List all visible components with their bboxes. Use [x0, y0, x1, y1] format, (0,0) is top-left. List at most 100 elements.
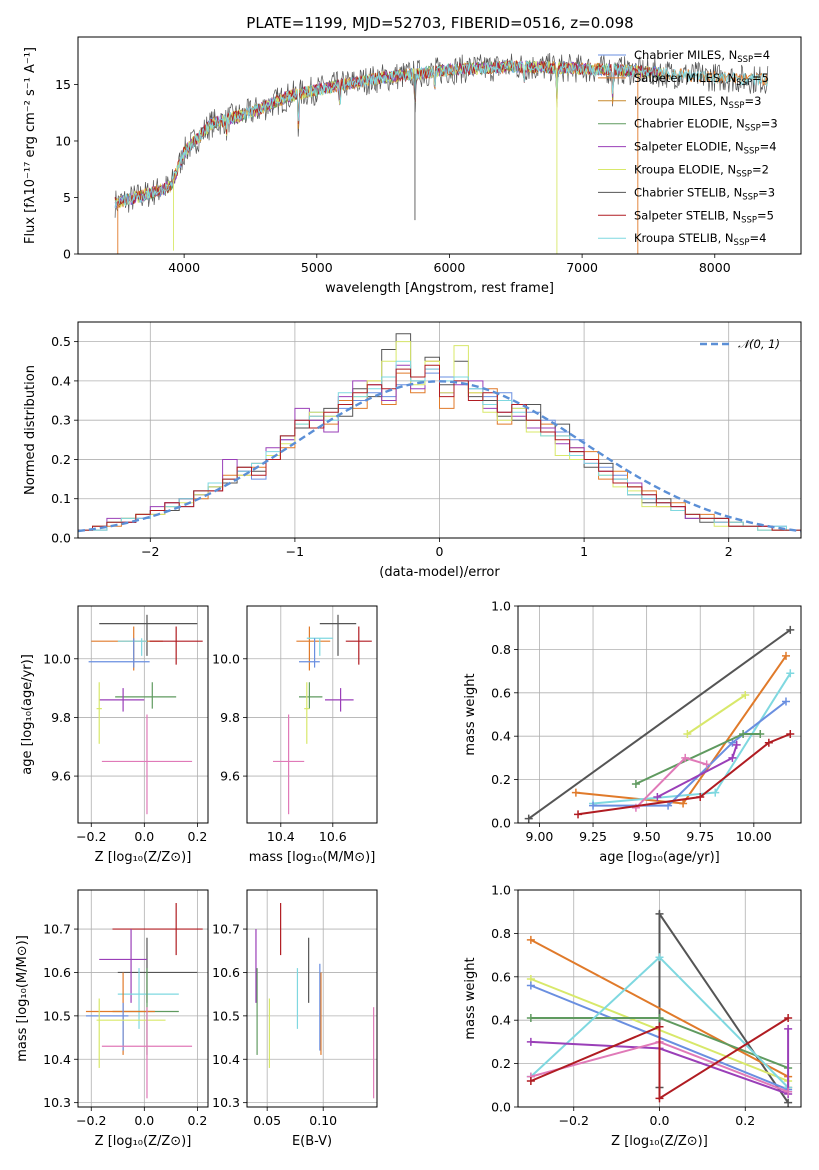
- weight-vs-age-panel: 9.00 9.25 9.50 9.75 10.00 0.0 0.2 0.4 0.6 0.8 1.0 a…: [463, 599, 802, 865]
- weight-point-marker: [784, 1087, 793, 1096]
- axes-frame: [246, 605, 378, 824]
- weight-point-marker: [728, 753, 737, 762]
- x-axis-label: (data-model)/error: [379, 565, 500, 580]
- weight-point-marker: [526, 1014, 535, 1023]
- x-tick-label: 10.4: [267, 829, 295, 844]
- legend-sub: SSP: [736, 170, 752, 180]
- spectrum-panel: 4000 5000 6000 7000 8000 0 5 10 15 wavelength [An…: [23, 36, 802, 296]
- y-tick-label: 1.0: [491, 599, 511, 614]
- x-tick-label: −0.2: [559, 1113, 589, 1128]
- errorbar-chabrier-miles: [85, 1002, 129, 1051]
- legend-suffix: =4: [749, 231, 766, 245]
- legend-sub: SSP: [734, 238, 750, 248]
- weight-line-path: [530, 1017, 789, 1101]
- legend-label: Salpeter MILES, N: [634, 71, 736, 85]
- grid-lines: [247, 606, 377, 823]
- weight-point-marker: [696, 792, 705, 801]
- y-tick-label: 10.0: [212, 651, 240, 666]
- grid-lines: [78, 890, 208, 1107]
- grid-lines: [247, 890, 377, 1107]
- errorbar-salpeter-stelib: [345, 626, 372, 665]
- y-tick-label: 0.0: [491, 816, 511, 831]
- weight-line-salpeter-stelib: [526, 1014, 793, 1103]
- x-axis-label: mass [log₁₀(M/M⊙)]: [249, 850, 376, 865]
- legend-suffix: =4: [760, 140, 777, 154]
- legend-label: Salpeter ELODIE, N: [634, 140, 744, 154]
- plot-area: [526, 909, 793, 1107]
- legend-entry: Chabrier STELIB, NSSP=3: [634, 185, 775, 202]
- normal-distribution-curve: [78, 380, 801, 533]
- weight-point-marker: [664, 801, 673, 810]
- weight-line-path: [686, 694, 746, 735]
- errorbar-chabrier-elodie: [115, 682, 177, 709]
- x-tick-label: 9.25: [579, 829, 607, 844]
- legend-sub: SSP: [736, 78, 752, 88]
- errorbar-pink: [273, 714, 305, 815]
- legend-sub: SSP: [745, 124, 761, 134]
- legend-suffix: =2: [752, 163, 769, 177]
- errorbar-salpeter-miles: [91, 626, 163, 671]
- weight-point-marker: [655, 909, 664, 918]
- legend-label: Salpeter STELIB, N: [634, 208, 741, 222]
- x-axis-label: Z [log₁₀(Z/Z⊙)]: [611, 1134, 708, 1149]
- legend-suffix: =3: [758, 185, 775, 199]
- weight-line-path: [528, 629, 791, 820]
- grid-lines: [518, 605, 801, 824]
- errorbar-kroupa-stelib: [306, 637, 333, 656]
- plot-area: [255, 903, 375, 1099]
- errorbar-chabrier-elodie: [299, 682, 323, 709]
- x-tick-label: −1: [286, 544, 304, 559]
- weight-line-salpeter-miles: [571, 651, 790, 808]
- x-tick-label: 10.6: [319, 829, 347, 844]
- y-tick-label: 0: [63, 247, 71, 262]
- weight-point-marker: [571, 788, 580, 797]
- y-tick-label: 0.2: [491, 1056, 511, 1071]
- x-tick-label: −0.2: [76, 829, 106, 844]
- age-vs-z-panel: −0.2 0.0 0.2 9.6 9.8 10.0 Z [log₁₀(Z/Z⊙)] age […: [20, 605, 209, 865]
- weight-point-marker: [786, 669, 795, 678]
- legend-label: Chabrier STELIB, N: [634, 185, 742, 199]
- y-tick-label: 0.4: [491, 729, 511, 744]
- y-tick-label: 10.0: [43, 651, 71, 666]
- weight-line-chabrier-stelib: [655, 909, 793, 1107]
- y-axis-label: mass weight: [463, 957, 478, 1039]
- axes-frame: [517, 889, 802, 1108]
- weight-point-marker: [679, 799, 688, 808]
- y-tick-label: 0.8: [491, 642, 511, 657]
- weight-point-marker: [711, 788, 720, 797]
- legend-entry: Salpeter ELODIE, NSSP=4: [634, 140, 777, 157]
- weight-point-marker: [655, 1094, 664, 1103]
- weight-point-marker: [781, 697, 790, 706]
- y-tick-label: 0.2: [51, 452, 71, 467]
- x-tick-label: 1: [580, 544, 588, 559]
- legend-entry: Salpeter MILES, NSSP=5: [634, 71, 769, 88]
- errorbar-kroupa-stelib: [117, 968, 179, 1029]
- x-tick-label: 0.2: [187, 1113, 207, 1128]
- axes-frame: [246, 889, 378, 1108]
- x-tick-label: 0.2: [187, 829, 207, 844]
- y-tick-label: 9.8: [220, 710, 240, 725]
- x-tick-label: 2: [725, 544, 733, 559]
- y-tick-label: 0.3: [51, 413, 71, 428]
- x-axis-label: E(B-V): [292, 1134, 332, 1149]
- x-tick-label: 0.2: [735, 1113, 755, 1128]
- y-tick-label: 9.8: [51, 710, 71, 725]
- weight-line-path: [656, 744, 738, 798]
- y-tick-label: 10.5: [212, 1008, 240, 1023]
- y-tick-label: 15: [55, 77, 71, 92]
- y-tick-label: 10.3: [43, 1095, 71, 1110]
- weight-point-marker: [732, 740, 741, 749]
- errorbar-pink: [101, 714, 193, 815]
- errorbar-chabrier-miles: [299, 638, 320, 668]
- y-tick-label: 10.7: [212, 922, 240, 937]
- plot-area: [88, 614, 203, 815]
- x-tick-label: −2: [141, 544, 159, 559]
- weight-point-marker: [756, 730, 765, 739]
- weight-point-marker: [524, 814, 533, 823]
- legend-label: Chabrier ELODIE, N: [634, 117, 745, 131]
- errorbar-chabrier-stelib: [99, 614, 198, 656]
- errorbar-salpeter-elodie: [99, 688, 145, 712]
- plot-area: [78, 333, 801, 533]
